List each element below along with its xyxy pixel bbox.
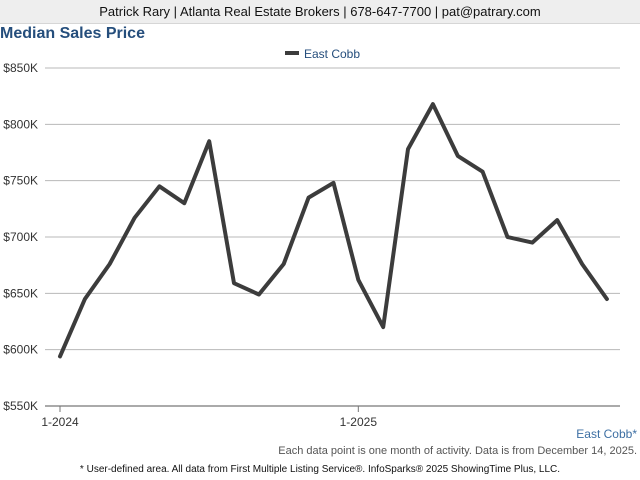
disclaimer: * User-defined area. All data from First… xyxy=(79,464,561,475)
y-tick-label: $700K xyxy=(3,230,38,244)
area-label: East Cobb* xyxy=(576,427,637,440)
legend-label: East Cobb xyxy=(304,47,360,61)
y-tick-label: $600K xyxy=(3,343,38,357)
x-tick-label: 1-2024 xyxy=(41,415,79,429)
y-tick-label: $800K xyxy=(3,117,38,131)
contact-banner: Patrick Rary | Atlanta Real Estate Broke… xyxy=(0,0,640,24)
y-tick-label: $850K xyxy=(3,61,38,75)
legend-layer: East Cobb xyxy=(285,47,360,61)
y-tick-label: $650K xyxy=(3,286,38,300)
y-tick-label: $750K xyxy=(3,174,38,188)
data-note: Each data point is one month of activity… xyxy=(278,445,637,457)
grid-layer xyxy=(45,67,620,407)
axis-layer: $550K $600K $650K $700K $750K $800K $850K 1-202… xyxy=(3,61,377,429)
contact-text: Patrick Rary | Atlanta Real Estate Broke… xyxy=(99,4,541,19)
median-sales-price-chart: $550K $600K $650K $700K $750K $800K $850K 1-202… xyxy=(3,47,637,440)
chart-title: Median Sales Price xyxy=(0,25,145,42)
x-tick-label: 1-2025 xyxy=(340,415,378,429)
series-line-east-cobb xyxy=(58,102,609,359)
y-tick-label: $550K xyxy=(3,399,38,413)
series-layer xyxy=(58,102,609,359)
